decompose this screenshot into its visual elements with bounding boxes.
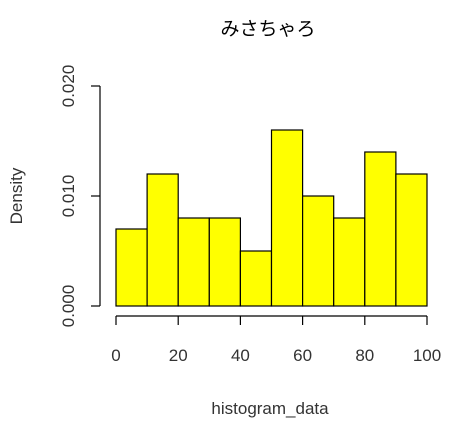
x-tick-label: 20 — [169, 346, 188, 365]
histogram-bar-9 — [395, 173, 428, 307]
histogram-bar-0 — [115, 228, 148, 307]
y-axis: 0.000 0.010 0.020 — [59, 65, 101, 328]
x-tick-label: 80 — [355, 346, 374, 365]
histogram-bar-6 — [302, 195, 335, 307]
x-tick-label: 0 — [111, 346, 120, 365]
x-tick-label: 40 — [231, 346, 250, 365]
x-tick-label: 100 — [413, 346, 441, 365]
y-tick-label: 0.000 — [59, 285, 78, 328]
histogram-bar-2 — [177, 217, 210, 307]
bars-group — [115, 129, 428, 307]
y-axis-title: Density — [7, 167, 26, 224]
x-axis-title: histogram_data — [211, 399, 329, 418]
x-tick-label: 60 — [293, 346, 312, 365]
histogram-bar-5 — [270, 129, 304, 307]
histogram-bar-4 — [239, 250, 273, 307]
histogram-bar-1 — [146, 173, 179, 307]
chart-title: みさちゃろ — [220, 18, 315, 40]
y-tick-label: 0.020 — [59, 65, 78, 108]
histogram-bar-3 — [208, 217, 242, 307]
y-tick-label: 0.010 — [59, 175, 78, 218]
histogram-bar-8 — [364, 151, 397, 307]
x-axis: 0 20 40 60 80 100 — [111, 315, 441, 365]
histogram-bar-7 — [333, 217, 366, 307]
